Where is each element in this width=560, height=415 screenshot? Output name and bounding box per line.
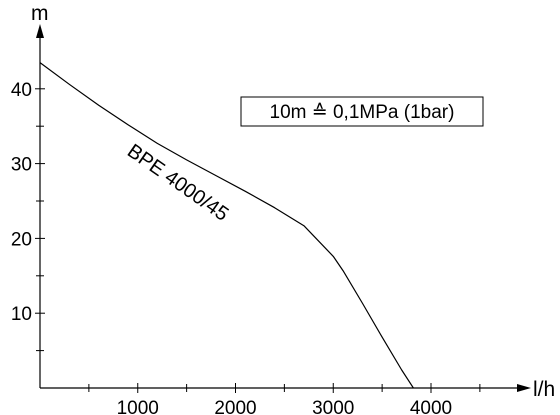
x-tick-label: 4000: [410, 398, 452, 415]
y-tick-label: 30: [11, 155, 32, 176]
axes: [36, 24, 531, 392]
series-label: BPE 4000/45: [123, 140, 232, 226]
y-tick-label: 10: [11, 304, 32, 325]
unit-note-box: [240, 96, 484, 127]
x-tick-label: 3000: [312, 398, 354, 415]
x-axis-arrow: [517, 384, 531, 392]
y-tick-label: 20: [11, 229, 32, 250]
unit-note-text: 10m ≙ 0,1MPa (1bar): [270, 102, 455, 123]
y-axis-unit: m: [31, 2, 49, 25]
series-line: [39, 62, 414, 389]
ticks: [35, 88, 481, 393]
unit-note: 10m ≙ 0,1MPa (1bar): [240, 96, 484, 127]
series-layer: [39, 62, 414, 389]
x-axis-unit: l/h: [533, 378, 555, 401]
x-tick-label: 1000: [117, 398, 159, 415]
x-tick-label: 2000: [214, 398, 256, 415]
y-tick-label: 40: [11, 80, 32, 101]
y-axis-arrow: [36, 24, 44, 38]
tick-labels: 1000 2000 3000 4000 10 20 30 40: [11, 80, 452, 415]
